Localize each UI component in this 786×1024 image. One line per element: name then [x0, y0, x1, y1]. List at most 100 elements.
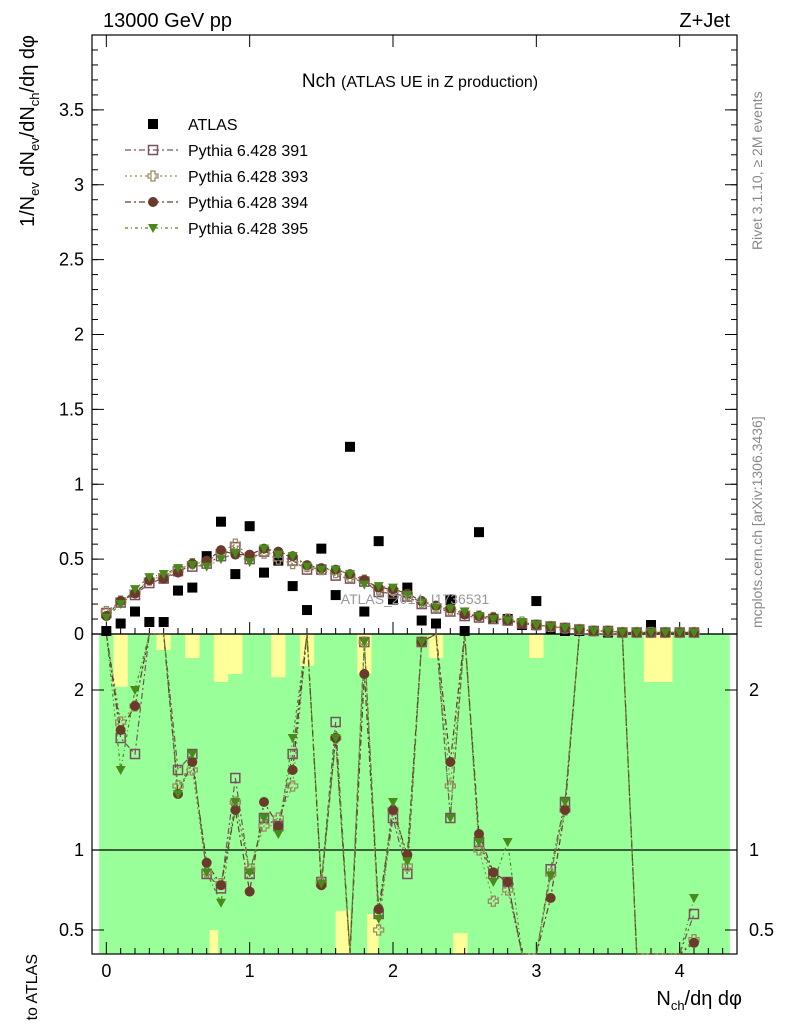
- pythia-393-point: [272, 553, 284, 565]
- pythia-394-point: [216, 545, 226, 556]
- pythia-395-point: [345, 570, 355, 580]
- pythia-395-point: [273, 550, 284, 560]
- ratio-series-line-2: [105, 633, 695, 955]
- main-y-tick-label: 3: [74, 175, 84, 195]
- pythia-394-point: [445, 757, 456, 767]
- pythia-393-point: [401, 860, 413, 872]
- pythia-393-point: [502, 884, 514, 896]
- pythia-395-point: [144, 573, 155, 583]
- atlas-data-point: [431, 618, 441, 629]
- pythia-395-point: [230, 798, 241, 807]
- main-y-tick-label: 3.5: [59, 100, 84, 120]
- pythia-394-point: [560, 805, 570, 815]
- pythia-395-point: [545, 871, 556, 881]
- atlas-data-point: [244, 521, 255, 532]
- pythia-393-point: [444, 780, 456, 792]
- pythia-393-point: [487, 895, 499, 907]
- atlas-data-point: [101, 626, 112, 637]
- pythia-394-point: [230, 805, 241, 815]
- pythia-395-point: [148, 224, 158, 233]
- pythia-393-point: [229, 538, 241, 550]
- ratio-band-yellow-0: [113, 634, 128, 687]
- process-label: Z+Jet: [679, 10, 730, 32]
- ratio-band-yellow-12: [367, 914, 379, 954]
- atlas-data-point: [459, 626, 470, 637]
- atlas-data-point: [130, 606, 140, 617]
- atlas-data-point: [445, 594, 456, 605]
- ratio-y-tick-label-right: 0.5: [749, 920, 774, 940]
- pythia-391-point: [330, 716, 341, 728]
- atlas-data-point: [330, 590, 341, 601]
- pythia-394-point: [373, 904, 384, 915]
- pythia-394-point: [148, 197, 158, 207]
- pythia-395-point: [244, 868, 255, 878]
- pythia-394-point: [359, 669, 370, 679]
- main-y-axis-label: 1/Nev dNev/dNch/dη dφ: [17, 35, 42, 227]
- x-tick-label: 0: [101, 961, 111, 981]
- pythia-393-point: [244, 863, 256, 875]
- pythia-395-point: [574, 625, 585, 635]
- pythia-395-point: [402, 591, 413, 601]
- pythia-395-point: [531, 621, 542, 631]
- pythia-394-point: [474, 829, 484, 839]
- plot-title-sub: (ATLAS UE in Z production): [341, 74, 538, 91]
- x-tick-label: 2: [388, 961, 398, 981]
- pythia-395-point: [445, 814, 456, 823]
- energy-label: 13000 GeV pp: [103, 10, 232, 32]
- pythia-395-point: [560, 624, 570, 634]
- pythia-395-point: [130, 585, 140, 595]
- pythia-391-point: [688, 908, 700, 920]
- pythia-395-point: [259, 544, 269, 554]
- pythia-395-point: [431, 603, 441, 613]
- atlas-data-point: [345, 441, 355, 452]
- main-y-tick-label: 2.5: [59, 250, 84, 270]
- pythia-393-point: [473, 844, 485, 856]
- pythia-394-point: [502, 877, 513, 887]
- plot-title: Nch (ATLAS UE in Z production): [302, 71, 538, 92]
- pythia-395-point: [474, 612, 484, 622]
- pythia-395-point: [617, 628, 628, 638]
- pythia-395-point: [201, 562, 212, 572]
- series-markers: [100, 441, 700, 948]
- ratio-uncertainty-bands: [99, 634, 730, 954]
- atlas-data-point: [416, 615, 427, 626]
- pythia-394-point: [201, 857, 212, 868]
- atlas-data-point: [144, 617, 155, 628]
- pythia-395-point: [488, 878, 499, 887]
- ratio-band-green: [99, 634, 730, 954]
- ratio-y-tick-label: 1: [74, 840, 84, 860]
- pythia-395-point: [459, 607, 470, 617]
- pythia-395-point: [631, 628, 642, 638]
- atlas-data-point: [158, 617, 169, 628]
- pythia-393-point: [287, 780, 299, 792]
- pythia-395-point: [173, 790, 183, 799]
- legend-label-1: Pythia 6.428 391: [188, 143, 308, 160]
- pythia-395-point: [603, 627, 613, 637]
- ratio-band-yellow-10: [643, 634, 673, 682]
- pythia-394-point: [545, 893, 556, 903]
- pythia-395-point: [115, 600, 126, 610]
- pythia-393-point: [186, 764, 198, 776]
- pythia-391-point: [230, 772, 241, 784]
- pythia-391-point: [129, 748, 141, 760]
- legend-label-4: Pythia 6.428 395: [188, 221, 308, 238]
- main-y-tick-label: 1.5: [59, 399, 84, 419]
- main-y-tick-label: 0.5: [59, 549, 84, 569]
- x-tick-label: 3: [531, 961, 541, 981]
- pythia-393-point: [147, 170, 159, 182]
- analysis-watermark: ATLAS_2014_I1736531: [341, 591, 490, 607]
- main-y-tick-label: 1: [74, 474, 84, 494]
- pythia-395-point: [416, 638, 427, 647]
- atlas-data-point: [388, 594, 398, 605]
- legend-label-3: Pythia 6.428 394: [188, 195, 308, 212]
- pythia-393-point: [258, 820, 270, 832]
- pythia-395-point: [588, 627, 599, 637]
- pythia-395-point: [273, 830, 284, 839]
- pythia-395-point: [388, 798, 398, 807]
- pythia-395-point: [287, 734, 298, 743]
- ratio-band-yellow-8: [428, 634, 444, 658]
- x-tick-label: 1: [245, 961, 255, 981]
- pythia-395-point: [316, 879, 327, 889]
- pythia-395-point: [187, 561, 198, 571]
- atlas-data-point: [316, 543, 327, 554]
